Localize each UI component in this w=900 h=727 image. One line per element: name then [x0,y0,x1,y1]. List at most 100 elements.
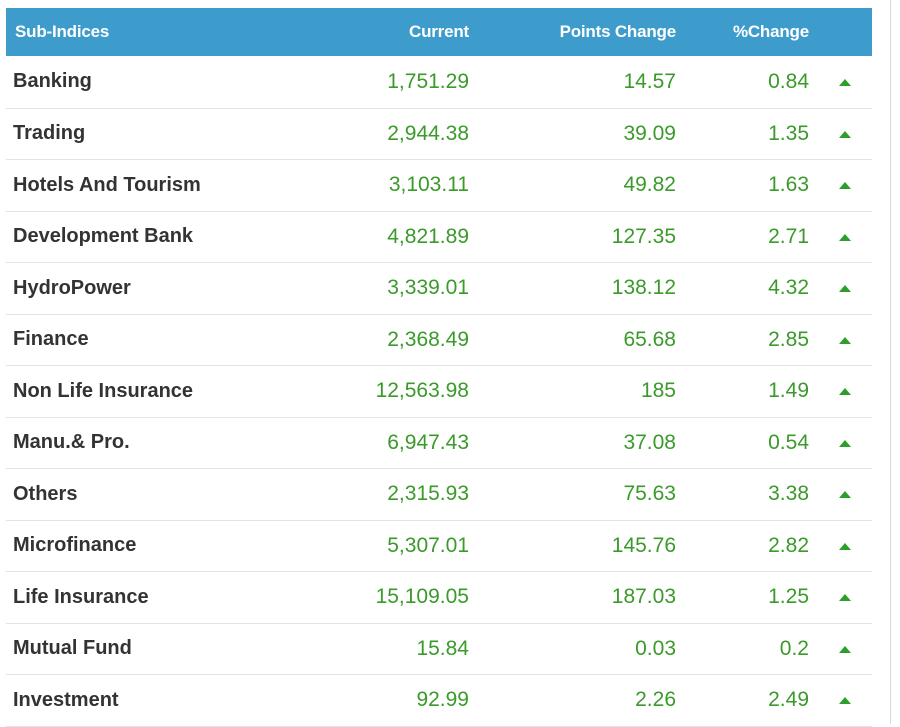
table-row[interactable]: Trading 2,944.38 39.09 1.35 [6,108,872,160]
header-current: Current [409,22,469,41]
table-row[interactable]: Others 2,315.93 75.63 3.38 [6,469,872,521]
sub-index-name: Life Insurance [13,585,149,608]
table-row[interactable]: Banking 1,751.29 14.57 0.84 [6,56,872,108]
current-value: 4,821.89 [387,224,469,248]
points-change-value: 0.03 [635,636,676,660]
points-change-value: 127.35 [611,224,676,248]
current-value: 1,751.29 [387,69,469,93]
sub-index-name: Development Bank [13,225,194,248]
sub-index-name: Hotels And Tourism [13,173,201,196]
points-change-value: 187.03 [611,585,676,609]
sub-index-name: Investment [13,688,119,711]
triangle-up-icon [838,491,851,499]
trend-cell [809,675,872,727]
triangle-up-icon [838,78,851,86]
pct-change-value: 2.71 [768,224,809,248]
pct-change-value: 0.84 [768,69,809,93]
sub-index-name: Banking [13,70,92,93]
pct-change-value: 0.54 [768,430,809,454]
current-value: 3,339.01 [387,276,469,300]
table-row[interactable]: Finance 2,368.49 65.68 2.85 [6,314,872,366]
current-value: 6,947.43 [387,430,469,454]
points-change-value: 2.26 [635,688,676,712]
current-value: 2,944.38 [387,121,469,145]
points-change-value: 75.63 [623,482,676,506]
points-change-value: 65.68 [623,327,676,351]
triangle-up-icon [838,130,851,138]
table-row[interactable]: Investment 92.99 2.26 2.49 [6,675,872,727]
current-value: 15.84 [416,636,469,660]
pct-change-value: 2.49 [768,688,809,712]
pct-change-value: 1.35 [768,121,809,145]
triangle-up-icon [838,336,851,344]
trend-cell [809,160,872,212]
trend-cell [809,56,872,108]
points-change-value: 37.08 [623,430,676,454]
current-value: 92.99 [416,688,469,712]
header-pct-change: %Change [732,22,809,41]
points-change-value: 138.12 [611,276,676,300]
trend-cell [809,623,872,675]
current-value: 2,315.93 [387,482,469,506]
table-row[interactable]: Microfinance 5,307.01 145.76 2.82 [6,520,872,572]
trend-cell [809,211,872,263]
points-change-value: 49.82 [623,173,676,197]
panel-border [890,0,891,724]
table-row[interactable]: Manu.& Pro. 6,947.43 37.08 0.54 [6,417,872,469]
trend-cell [809,469,872,521]
table-header: Sub-Indices Current Points Change %Chang… [6,8,872,56]
sub-index-name: Non Life Insurance [13,379,194,402]
header-trend [809,8,872,56]
triangle-up-icon [838,233,851,241]
sub-index-name: Microfinance [13,534,137,557]
triangle-up-icon [838,182,851,190]
current-value: 15,109.05 [375,585,469,609]
triangle-up-icon [838,439,851,447]
sub-index-name: Finance [13,328,89,351]
sub-index-name: Others [13,482,78,505]
table-row[interactable]: Life Insurance 15,109.05 187.03 1.25 [6,572,872,624]
table-row[interactable]: Mutual Fund 15.84 0.03 0.2 [6,623,872,675]
triangle-up-icon [838,388,851,396]
table-row[interactable]: HydroPower 3,339.01 138.12 4.32 [6,263,872,315]
pct-change-value: 2.82 [768,533,809,557]
sub-indices-table: Sub-Indices Current Points Change %Chang… [6,8,872,727]
table-body: Banking 1,751.29 14.57 0.84 Trading 2,944.38 3… [6,56,872,726]
pct-change-value: 3.38 [768,482,809,506]
points-change-value: 39.09 [623,121,676,145]
trend-cell [809,417,872,469]
header-row: Sub-Indices Current Points Change %Chang… [6,8,872,56]
current-value: 2,368.49 [387,327,469,351]
pct-change-value: 1.63 [768,173,809,197]
points-change-value: 185 [640,379,676,403]
points-change-value: 14.57 [623,69,676,93]
sub-index-name: HydroPower [13,276,131,299]
trend-cell [809,520,872,572]
sub-index-name: Mutual Fund [13,637,132,660]
table-row[interactable]: Non Life Insurance 12,563.98 185 1.49 [6,366,872,418]
points-change-value: 145.76 [611,533,676,557]
current-value: 3,103.11 [388,173,469,197]
trend-cell [809,314,872,366]
triangle-up-icon [838,285,851,293]
triangle-up-icon [838,697,851,705]
pct-change-value: 4.32 [768,276,809,300]
trend-cell [809,572,872,624]
pct-change-value: 1.49 [768,379,809,403]
current-value: 12,563.98 [375,379,469,403]
pct-change-value: 2.85 [768,327,809,351]
header-sub-indices: Sub-Indices [15,22,110,41]
table-row[interactable]: Development Bank 4,821.89 127.35 2.71 [6,211,872,263]
pct-change-value: 0.2 [779,636,809,660]
sub-index-name: Trading [13,122,86,145]
table-row[interactable]: Hotels And Tourism 3,103.11 49.82 1.63 [6,160,872,212]
triangle-up-icon [838,645,851,653]
trend-cell [809,263,872,315]
sub-index-name: Manu.& Pro. [13,431,130,454]
current-value: 5,307.01 [387,533,469,557]
trend-cell [809,108,872,160]
triangle-up-icon [838,542,851,550]
trend-cell [809,366,872,418]
triangle-up-icon [838,594,851,602]
